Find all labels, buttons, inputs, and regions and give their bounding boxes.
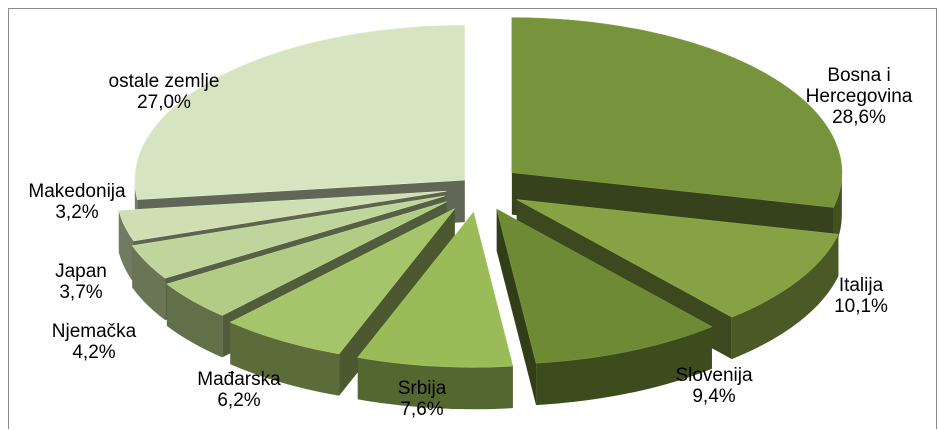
- pie-slice: [496, 208, 713, 406]
- slice-label: Makedonija 3,2%: [28, 181, 126, 223]
- slice-label: Japan 3,7%: [55, 261, 107, 303]
- pie-slice: [357, 211, 514, 410]
- chart-frame: Bosna i Hercegovina 28,6% Italija 10,1% Slove…: [8, 8, 937, 429]
- slice-label: ostale zemlje 27,0%: [109, 71, 220, 113]
- slice-label: Italija 10,1%: [834, 275, 888, 317]
- pie-chart: Bosna i Hercegovina 28,6% Italija 10,1% Slove…: [28, 17, 913, 420]
- slice-label: Bosna i Hercegovina 28,6%: [806, 65, 913, 128]
- slice-label: Srbija 7,6%: [398, 378, 447, 420]
- slice-label: Slovenija 9,4%: [675, 365, 753, 407]
- slice-label: Njemačka 4,2%: [52, 321, 137, 363]
- slice-label: Mađarska 6,2%: [197, 369, 281, 411]
